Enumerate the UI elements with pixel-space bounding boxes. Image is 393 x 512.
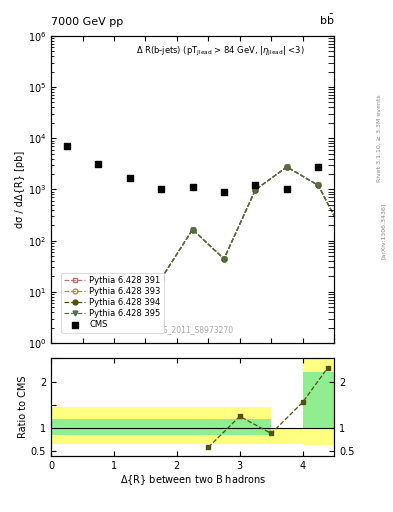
Pythia 6.428 395 bbox=[316, 182, 321, 188]
Pythia 6.428 391 bbox=[159, 275, 163, 282]
Pythia 6.428 391 bbox=[96, 298, 101, 305]
Pythia 6.428 393 bbox=[64, 294, 69, 300]
Pythia 6.428 395 bbox=[64, 294, 69, 300]
Pythia 6.428 395 bbox=[347, 243, 352, 249]
Pythia 6.428 393 bbox=[222, 256, 226, 262]
Text: $\Delta$ R(b-jets) (pT$_{\rm Jlead}$ > 84 GeV, |$\eta_{\rm Jlead}$| <3): $\Delta$ R(b-jets) (pT$_{\rm Jlead}$ > 8… bbox=[136, 45, 305, 58]
Pythia 6.428 391 bbox=[127, 281, 132, 287]
Pythia 6.428 394 bbox=[347, 243, 352, 249]
Line: Pythia 6.428 395: Pythia 6.428 395 bbox=[64, 164, 352, 304]
Text: Rivet 3.1.10, ≥ 3.3M events: Rivet 3.1.10, ≥ 3.3M events bbox=[377, 94, 382, 182]
Pythia 6.428 393 bbox=[253, 186, 258, 193]
Pythia 6.428 394 bbox=[159, 275, 163, 282]
Pythia 6.428 395 bbox=[222, 256, 226, 262]
Pythia 6.428 393 bbox=[159, 275, 163, 282]
CMS bbox=[189, 183, 196, 191]
Pythia 6.428 394 bbox=[253, 186, 258, 193]
Pythia 6.428 393 bbox=[190, 226, 195, 232]
CMS bbox=[127, 174, 133, 182]
CMS bbox=[252, 181, 259, 189]
CMS bbox=[158, 185, 164, 194]
Pythia 6.428 391 bbox=[222, 256, 226, 262]
Pythia 6.428 395 bbox=[285, 164, 289, 170]
Line: Pythia 6.428 394: Pythia 6.428 394 bbox=[64, 164, 352, 304]
Pythia 6.428 394 bbox=[64, 294, 69, 300]
Pythia 6.428 391 bbox=[316, 182, 321, 188]
Pythia 6.428 393 bbox=[285, 164, 289, 170]
Text: CMS_2011_S8973270: CMS_2011_S8973270 bbox=[152, 325, 233, 334]
Y-axis label: Ratio to CMS: Ratio to CMS bbox=[18, 376, 28, 438]
Pythia 6.428 395 bbox=[159, 275, 163, 282]
Pythia 6.428 395 bbox=[190, 226, 195, 232]
Pythia 6.428 393 bbox=[347, 243, 352, 249]
Pythia 6.428 393 bbox=[127, 281, 132, 287]
Pythia 6.428 394 bbox=[96, 298, 101, 305]
Legend: Pythia 6.428 391, Pythia 6.428 393, Pythia 6.428 394, Pythia 6.428 395, CMS: Pythia 6.428 391, Pythia 6.428 393, Pyth… bbox=[61, 273, 164, 333]
Pythia 6.428 394 bbox=[285, 164, 289, 170]
Pythia 6.428 394 bbox=[190, 226, 195, 232]
CMS bbox=[95, 159, 101, 167]
Pythia 6.428 394 bbox=[316, 182, 321, 188]
Text: 7000 GeV pp: 7000 GeV pp bbox=[51, 16, 123, 27]
Y-axis label: dσ / dΔ{R} [pb]: dσ / dΔ{R} [pb] bbox=[15, 151, 25, 228]
X-axis label: $\Delta${R} between two B hadrons: $\Delta${R} between two B hadrons bbox=[119, 473, 266, 487]
Pythia 6.428 391 bbox=[190, 226, 195, 232]
Pythia 6.428 393 bbox=[316, 182, 321, 188]
Pythia 6.428 391 bbox=[253, 186, 258, 193]
Pythia 6.428 391 bbox=[64, 294, 69, 300]
Pythia 6.428 393 bbox=[96, 298, 101, 305]
Text: [arXiv:1306.3436]: [arXiv:1306.3436] bbox=[381, 202, 386, 259]
Pythia 6.428 395 bbox=[96, 298, 101, 305]
Text: b$\bar{\mathrm{b}}$: b$\bar{\mathrm{b}}$ bbox=[319, 12, 334, 27]
Pythia 6.428 391 bbox=[347, 243, 352, 249]
Line: Pythia 6.428 393: Pythia 6.428 393 bbox=[64, 164, 352, 304]
Pythia 6.428 395 bbox=[253, 186, 258, 193]
CMS bbox=[221, 188, 227, 196]
CMS bbox=[284, 185, 290, 194]
Pythia 6.428 394 bbox=[127, 281, 132, 287]
Line: Pythia 6.428 391: Pythia 6.428 391 bbox=[64, 164, 352, 304]
CMS bbox=[347, 279, 353, 287]
Pythia 6.428 395 bbox=[127, 281, 132, 287]
Pythia 6.428 394 bbox=[222, 256, 226, 262]
Pythia 6.428 391 bbox=[285, 164, 289, 170]
CMS bbox=[64, 142, 70, 150]
CMS bbox=[315, 162, 321, 170]
